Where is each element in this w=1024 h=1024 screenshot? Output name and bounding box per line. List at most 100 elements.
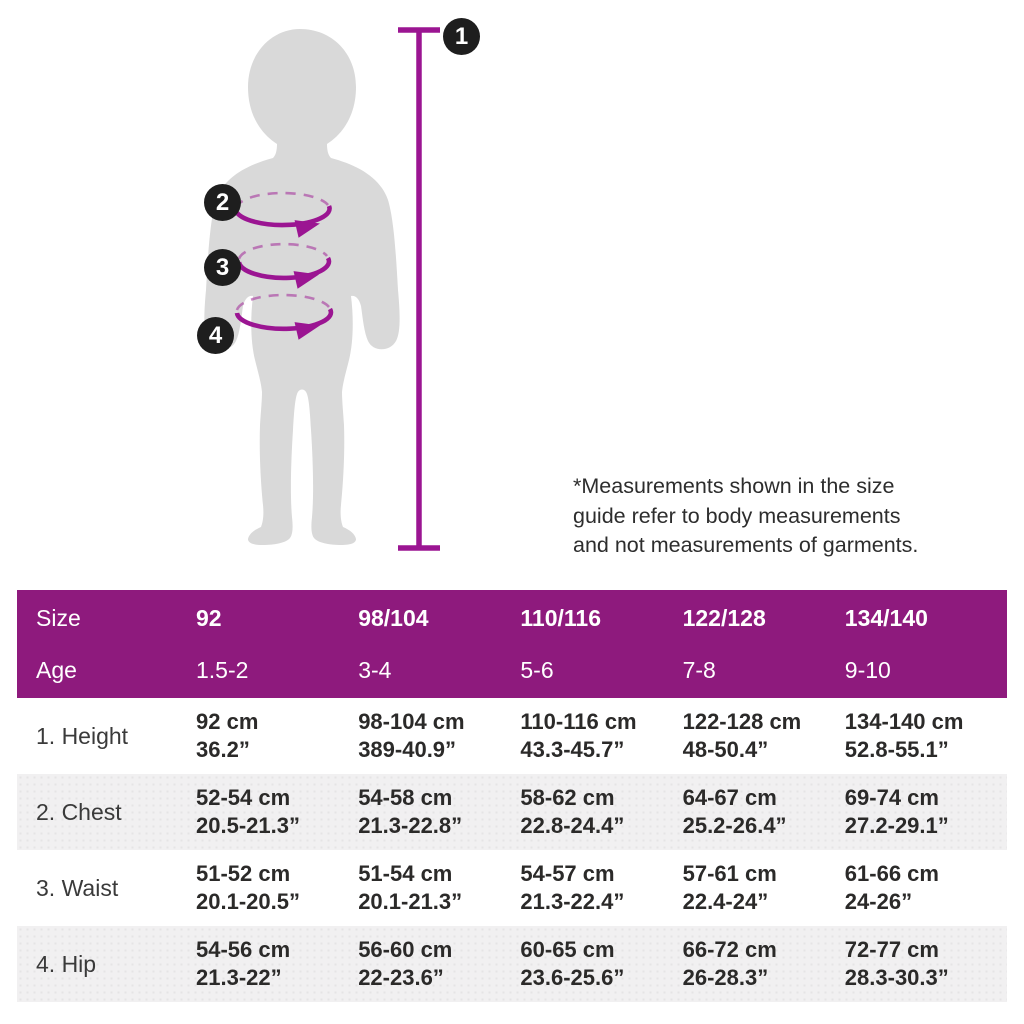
cell-cm: 66-72 cm [682,937,777,962]
cell-inch: 20.5-21.3” [196,813,300,838]
measurement-note: *Measurements shown in the size guide re… [573,472,973,561]
cell-cm: 64-67 cm [682,785,777,810]
measurement-cell: 61-66 cm 24-26” [845,860,1007,916]
measurement-cell: 110-116 cm 43.3-45.7” [520,708,682,764]
marker-hip: 4 [197,317,234,354]
cell-cm: 98-104 cm [358,709,465,734]
cell-cm: 110-116 cm [520,709,637,734]
row-label: 1. Height [36,722,129,749]
note-line: guide refer to body measurements [573,503,901,528]
table-row-hip: 4. Hip 54-56 cm 21.3-22” 56-60 cm 22-23.… [17,926,1007,1002]
measurement-cell: 72-77 cm 28.3-30.3” [845,936,1007,992]
measurement-cell: 54-58 cm 21.3-22.8” [358,784,520,840]
table-row-height: 1. Height 92 cm 36.2” 98-104 cm 389-40.9… [17,698,1007,774]
cell-inch: 389-40.9” [358,737,457,762]
cell-inch: 28.3-30.3” [844,965,949,990]
cell-inch: 48-50.4” [682,737,769,762]
size-table-header: Size 92 98/104 110/116 122/128 134/140 A… [17,590,1007,698]
row-label: 4. Hip [36,950,97,977]
note-line: *Measurements shown in the size [573,474,895,498]
measurement-cell: 56-60 cm 22-23.6” [358,936,520,992]
cell-inch: 21.3-22.4” [520,889,625,914]
cell-cm: 134-140 cm [844,709,964,734]
cell-inch: 23.6-25.6” [520,965,625,990]
cell-cm: 52-54 cm [196,785,291,810]
cell-cm: 54-57 cm [520,861,615,886]
cell-cm: 72-77 cm [844,937,939,962]
marker-height: 1 [443,18,480,55]
cell-inch: 24-26” [844,889,913,914]
hip-measure-ellipse [234,293,334,340]
age-value: 9-10 [844,656,891,683]
measurement-cell: 54-57 cm 21.3-22.4” [520,860,682,916]
marker-waist: 3 [204,249,241,286]
row-label: 3. Waist [36,874,119,901]
table-row-waist: 3. Waist 51-52 cm 20.1-20.5” 51-54 cm 20… [17,850,1007,926]
cell-cm: 60-65 cm [520,937,615,962]
age-value: 5-6 [520,656,554,683]
header-age-row: Age 1.5-2 3-4 5-6 7-8 9-10 [17,644,1007,696]
cell-cm: 58-62 cm [520,785,615,810]
cell-inch: 26-28.3” [682,965,769,990]
cell-cm: 61-66 cm [844,861,939,886]
diagram-canvas [204,27,440,551]
measurement-cell: 58-62 cm 22.8-24.4” [520,784,682,840]
chest-measure-ellipse [233,191,332,238]
measurement-cell: 51-54 cm 20.1-21.3” [358,860,520,916]
size-value: 110/116 [520,604,601,631]
measurement-cell: 51-52 cm 20.1-20.5” [196,860,358,916]
measurement-cell: 69-74 cm 27.2-29.1” [845,784,1007,840]
note-line: and not measurements of garments. [573,533,919,557]
measurement-cell: 54-56 cm 21.3-22” [196,936,358,992]
cell-inch: 52.8-55.1” [844,737,949,762]
cell-inch: 22-23.6” [358,965,444,990]
size-value: 92 [196,604,222,631]
cell-cm: 54-56 cm [196,937,291,962]
hip-arrowhead-icon [294,322,320,340]
cell-inch: 43.3-45.7” [520,737,625,762]
cell-cm: 122-128 cm [682,709,802,734]
age-value: 7-8 [682,656,716,683]
cell-inch: 22.4-24” [682,889,769,914]
cell-inch: 21.3-22.8” [358,813,463,838]
measurement-cell: 52-54 cm 20.5-21.3” [196,784,358,840]
cell-cm: 92 cm [196,709,259,734]
measurement-cell: 57-61 cm 22.4-24” [683,860,845,916]
size-value: 122/128 [682,604,766,631]
chest-arrowhead-icon [294,220,320,238]
measurement-cell: 122-128 cm 48-50.4” [683,708,845,764]
measurement-cell: 60-65 cm 23.6-25.6” [520,936,682,992]
header-size-row: Size 92 98/104 110/116 122/128 134/140 [17,592,1007,644]
cell-inch: 20.1-20.5” [196,889,300,914]
measurement-diagram: 1 2 3 4 *Measurements shown in the size … [197,18,973,561]
measurement-cell: 98-104 cm 389-40.9” [358,708,520,764]
cell-cm: 57-61 cm [682,861,777,886]
cell-cm: 69-74 cm [844,785,939,810]
size-value: 134/140 [844,604,928,631]
cell-cm: 56-60 cm [358,937,453,962]
age-label: Age [36,656,77,683]
age-value: 1.5-2 [196,656,249,683]
cell-cm: 51-52 cm [196,861,291,886]
cell-inch: 36.2” [196,737,250,762]
waist-measure-ellipse [236,242,332,289]
measurement-cell: 134-140 cm 52.8-55.1” [845,708,1007,764]
cell-inch: 25.2-26.4” [682,813,787,838]
height-measure-line [398,27,440,551]
cell-cm: 51-54 cm [358,861,453,886]
size-value: 98/104 [358,604,429,631]
cell-cm: 54-58 cm [358,785,453,810]
measurement-cell: 66-72 cm 26-28.3” [683,936,845,992]
cell-inch: 27.2-29.1” [844,813,949,838]
age-value: 3-4 [358,656,392,683]
cell-inch: 20.1-21.3” [358,889,463,914]
cell-inch: 22.8-24.4” [520,813,625,838]
cell-inch: 21.3-22” [196,965,282,990]
row-label: 2. Chest [36,798,122,825]
measurement-cell: 64-67 cm 25.2-26.4” [683,784,845,840]
marker-chest: 2 [204,184,241,221]
size-label: Size [36,604,81,631]
table-row-chest: 2. Chest 52-54 cm 20.5-21.3” 54-58 cm 21… [17,774,1007,850]
size-table: Size 92 98/104 110/116 122/128 134/140 A… [17,590,1007,1002]
